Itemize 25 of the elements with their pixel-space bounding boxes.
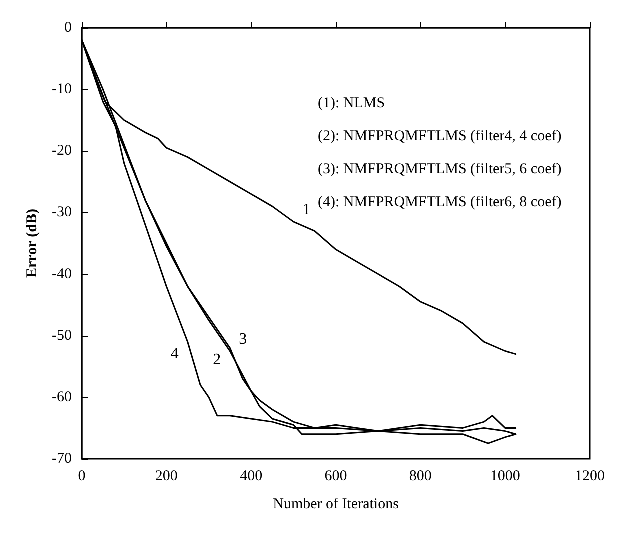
x-tick-label: 1200	[575, 468, 605, 484]
y-tick-label: -70	[52, 451, 72, 467]
x-tick-label: 800	[409, 468, 432, 484]
y-tick-label: -30	[52, 204, 72, 221]
series-label: 3	[239, 330, 248, 348]
series-label: 1	[302, 201, 311, 218]
y-tick-label: -40	[52, 266, 72, 282]
annotation: (4): NMFPRQMFTLMS (filter6, 8 coef)	[318, 194, 562, 210]
x-tick-label: 400	[240, 468, 263, 484]
y-tick-label: -10	[52, 82, 72, 98]
series-label: 4	[170, 346, 179, 363]
y-tick-label: -50	[52, 328, 72, 344]
series-label: 2	[213, 352, 222, 369]
y-axis-title: Error (dB)	[24, 208, 40, 278]
annotation: (1): NLMS	[318, 96, 386, 112]
x-tick-label: 0	[78, 468, 86, 484]
x-tick-label: 200	[155, 468, 178, 484]
x-tick-label: 1000	[490, 468, 520, 484]
y-tick-label: 0	[64, 20, 72, 36]
y-tick-label: -60	[52, 389, 72, 406]
annotation: (2): NMFPRQMFTLMS (filter4, 4 coef)	[318, 128, 562, 144]
x-tick-label: 600	[324, 468, 348, 484]
annotation: (3): NMFPRQMFTLMS (filter5, 6 coef)	[318, 162, 562, 178]
x-axis-title: Number of Iterations	[273, 496, 400, 512]
y-tick-label: -20	[52, 143, 72, 160]
